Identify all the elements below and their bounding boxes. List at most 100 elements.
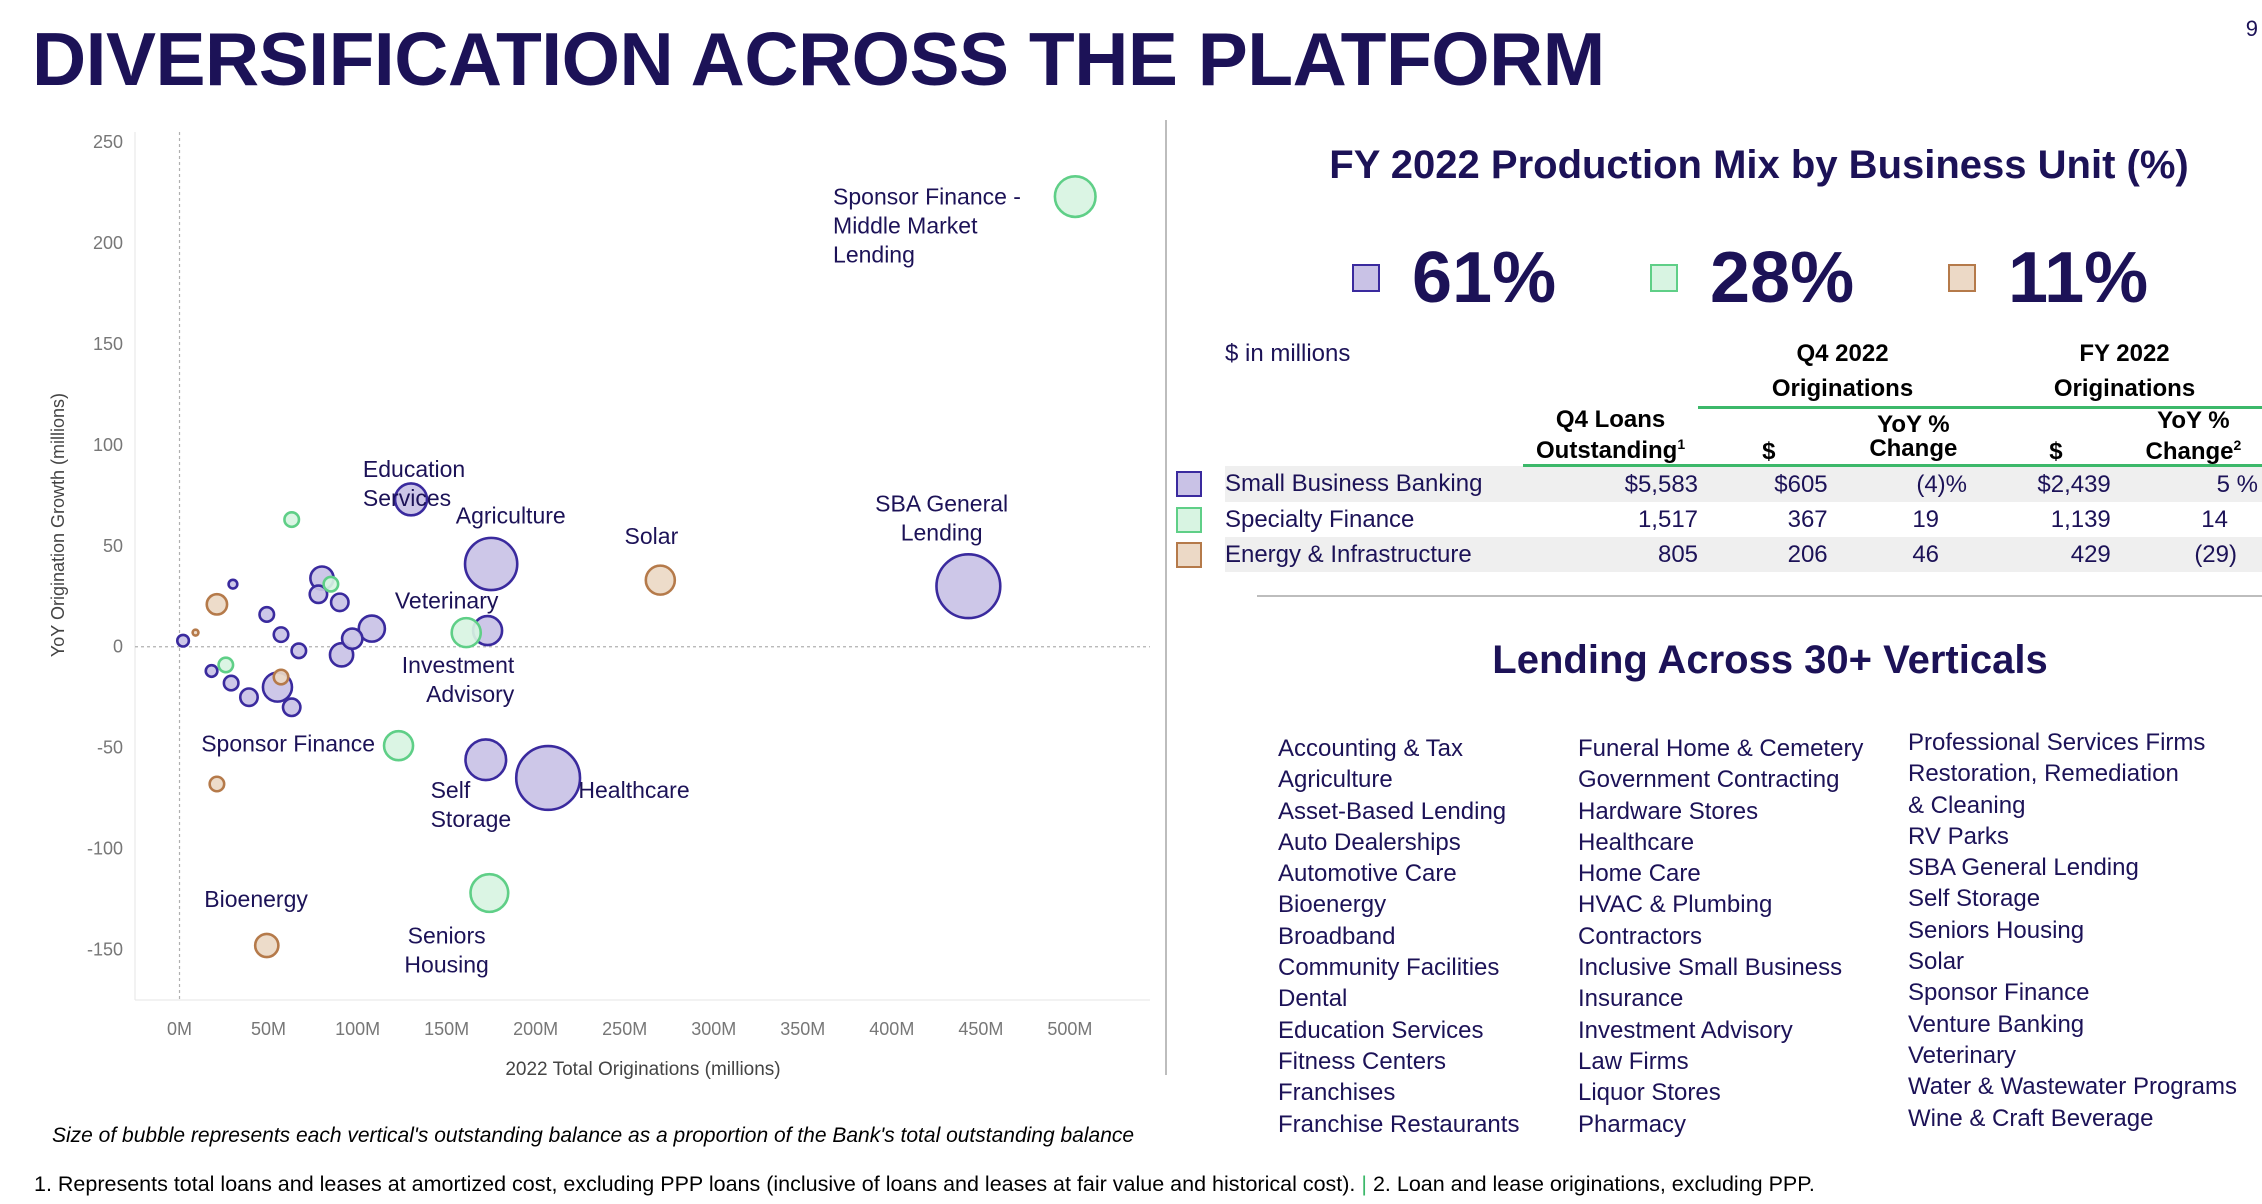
row-q4: 367	[1787, 505, 1828, 533]
q4-group-header-2: Originations	[1698, 371, 1988, 409]
mix-item-sbb: 61%	[1352, 238, 1556, 318]
bubble	[464, 738, 508, 782]
bubble	[290, 642, 308, 660]
vertical-item: & Cleaning	[1908, 791, 2026, 819]
verticals-title: Lending Across 30+ Verticals	[1492, 638, 2048, 682]
vertical-item: Pharmacy	[1578, 1110, 1687, 1138]
vertical-item: Funeral Home & Cemetery	[1578, 735, 1864, 762]
vertical-item: Healthcare	[1578, 828, 1695, 856]
section-divider	[1257, 595, 2262, 597]
x-tick-label: 0M	[167, 1019, 192, 1039]
row-fy-yoy: 14	[2201, 505, 2228, 533]
bubble-label: Education Services	[363, 456, 465, 511]
production-mix-title: FY 2022 Production Mix by Business Unit …	[1329, 143, 2189, 187]
vertical-item: Professional Services Firms	[1908, 729, 2206, 756]
row-swatch	[1176, 507, 1202, 534]
x-tick-label: 150M	[424, 1019, 469, 1039]
row-q4-yoy: 19	[1912, 505, 1940, 533]
bubble-size-note: Size of bubble represents each vertical'…	[52, 1124, 1135, 1147]
chart-labels: Sponsor Finance -Middle Market Lending SBA…	[201, 184, 1021, 978]
x-tick-label: 500M	[1047, 1019, 1092, 1039]
vertical-item: Home Care	[1578, 860, 1701, 888]
row-name: Specialty Finance	[1224, 505, 1415, 533]
vertical-item: Seniors Housing	[1908, 916, 2085, 944]
vertical-item: Fitness Centers	[1278, 1047, 1447, 1075]
y-tick-label: 250	[93, 132, 123, 152]
mix-value-ei: 11%	[2008, 238, 2149, 318]
chart-axes: 250 200 150 100 50 0 -50 -100 -150 0M 50M 100M 150M 2…	[87, 132, 1150, 1039]
y-tick-label: 100	[93, 435, 123, 455]
vertical-item: HVAC & Plumbing	[1578, 891, 1773, 919]
vertical-item: Sponsor Finance	[1908, 979, 2090, 1007]
vertical-item: Agriculture	[1278, 766, 1393, 794]
bubble-label-line: Investment	[402, 652, 515, 678]
vertical-item: Solar	[1908, 948, 1965, 976]
vertical-item: Franchises	[1278, 1079, 1396, 1107]
bubble	[191, 628, 200, 637]
bubble	[382, 729, 415, 762]
vertical-item: Water & Wastewater Programs	[1908, 1073, 2237, 1101]
row-q4: 206	[1698, 537, 1840, 572]
bubble	[227, 578, 239, 590]
vertical-item: Education Services	[1278, 1016, 1484, 1044]
vertical-item: Auto Dealerships	[1278, 828, 1461, 856]
bubble	[393, 482, 429, 517]
bubble	[253, 932, 280, 959]
x-tick-label: 100M	[335, 1019, 380, 1039]
row-swatch	[1176, 471, 1202, 498]
vertical-item: Bioenergy	[1278, 891, 1387, 919]
row-loans: 805	[1523, 537, 1699, 572]
bubble	[272, 626, 290, 644]
page-title: DIVERSIFICATION ACROSS THE PLATFORM	[32, 17, 1605, 101]
bubble-label-line: Education	[363, 456, 465, 482]
vertical-item: Wine & Craft Beverage	[1908, 1104, 2154, 1132]
footnote-separator: |	[1361, 1172, 1367, 1196]
bubble-label: Bioenergy	[204, 886, 308, 912]
vertical-item: Law Firms	[1578, 1047, 1689, 1075]
col-loans-header: Q4 Loans Outstanding1	[1523, 407, 1699, 467]
bubble-label: SBA General Lending	[875, 490, 1008, 545]
verticals-column-1: Accounting & Tax Agriculture Asset-Based L…	[1278, 733, 1519, 1140]
footnotes: 1. Represents total loans and leases at …	[34, 1172, 1815, 1197]
bubble	[322, 575, 340, 593]
x-tick-label: 300M	[691, 1019, 736, 1039]
bubble	[272, 668, 290, 686]
row-loans: 1,517	[1637, 505, 1699, 533]
x-tick-label: 250M	[602, 1019, 647, 1039]
mix-value-sf: 28%	[1710, 238, 1855, 318]
vertical-item: Liquor Stores	[1578, 1079, 1721, 1107]
bubble-label: Agriculture	[456, 503, 566, 529]
row-q4: $605	[1698, 465, 1840, 502]
row-name: Energy & Infrastructure	[1224, 537, 1524, 572]
bubble-chart: 250 200 150 100 50 0 -50 -100 -150 0M 50M 100M 150M 2…	[48, 132, 1150, 1080]
bubble-label-line: Solar	[625, 523, 679, 549]
bubble-label: Sponsor Finance	[201, 731, 375, 757]
y-tick-label: -150	[87, 940, 123, 960]
bubble-label-line: SBA General	[875, 490, 1008, 516]
q4-group-header-1: Q4 2022	[1796, 339, 1889, 367]
bubble	[308, 584, 329, 605]
vertical-item: Automotive Care	[1278, 860, 1457, 888]
y-tick-label: -50	[97, 738, 123, 758]
footnote-1: 1. Represents total loans and leases at …	[34, 1172, 1356, 1196]
y-tick-label: 50	[103, 536, 123, 556]
footnote-2: 2. Loan and lease originations, excludin…	[1372, 1172, 1815, 1196]
bubble	[469, 872, 510, 914]
fy-group-header-2: Originations	[1987, 371, 2262, 409]
bubble	[208, 775, 226, 793]
row-loans: $5,583	[1523, 465, 1699, 502]
vertical-item: Community Facilities	[1278, 954, 1500, 982]
bubble-label: Sponsor Finance - Middle Market Lending	[833, 184, 1021, 268]
vertical-item: Government Contracting	[1578, 766, 1840, 794]
table-column-header: Q4 Loans Outstanding1 $ YoY % Change $ YoY…	[1176, 407, 2262, 467]
originations-table: $ in millions Q4 2022 FY 2022 Originatio…	[1176, 336, 2262, 572]
bubble-label-line: Agriculture	[456, 503, 566, 529]
col-fy-dollar: $	[1987, 407, 2125, 467]
vertical-item: SBA General Lending	[1908, 854, 2139, 882]
verticals-column-2: Funeral Home & Cemetery Government Contra…	[1578, 733, 1863, 1140]
x-tick-label: 400M	[869, 1019, 914, 1039]
bubble-label-line: Lending	[833, 242, 915, 268]
table-row: Energy & Infrastructure 805 206 46 429 (…	[1176, 537, 2262, 572]
row-q4-yoy: 46	[1839, 537, 1988, 572]
page-number: 9	[2245, 16, 2258, 41]
